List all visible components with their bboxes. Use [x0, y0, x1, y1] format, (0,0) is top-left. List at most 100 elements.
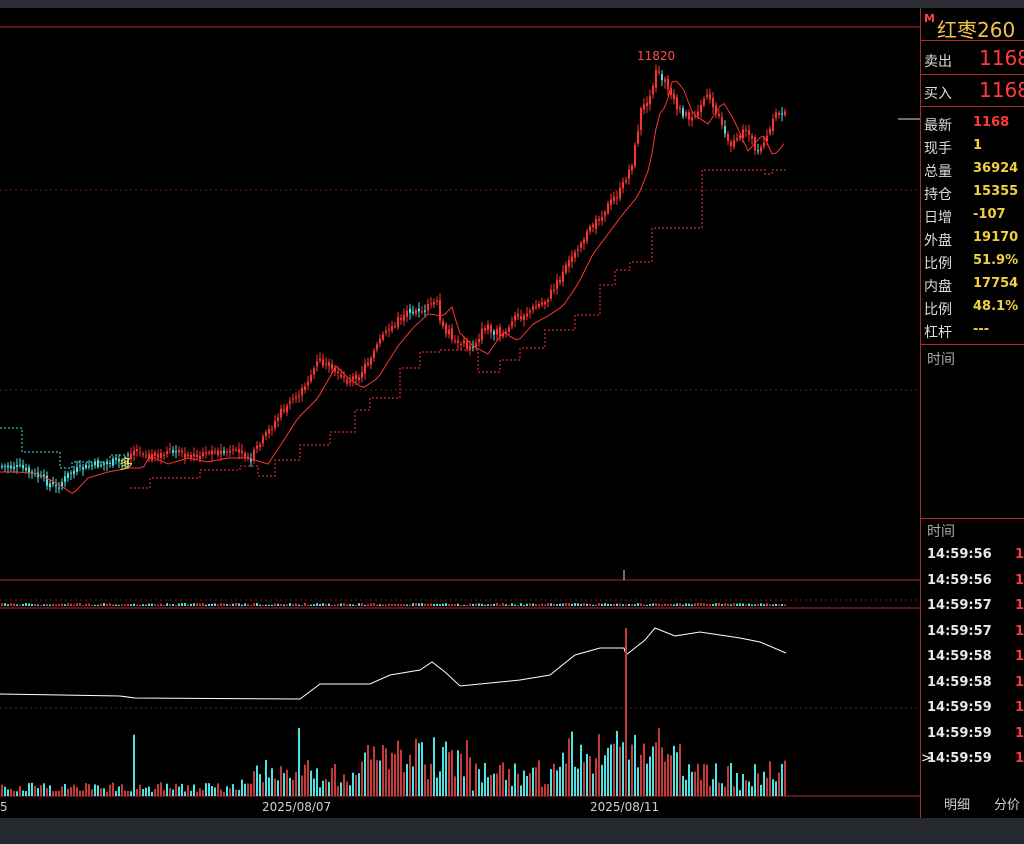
mini-volume-bar: [712, 604, 714, 606]
candle: [115, 457, 117, 460]
candle: [289, 401, 291, 404]
volume-bar: [220, 789, 222, 796]
tick-row[interactable]: 14:59:59 1: [921, 722, 1024, 747]
candle: [616, 197, 618, 199]
mini-volume-bar: [676, 603, 678, 606]
volume-bar: [508, 768, 510, 796]
mini-volume-bar: [379, 604, 381, 606]
mini-volume-bar: [187, 604, 189, 606]
tab-price-distribution[interactable]: 分价: [994, 798, 1021, 813]
mini-volume-bar: [472, 603, 474, 606]
mini-volume-bar: [598, 603, 600, 606]
tick-volume: 1: [1015, 674, 1024, 690]
volume-bar: [13, 790, 15, 796]
mini-volume-bar: [394, 603, 396, 606]
candle: [436, 300, 438, 302]
buy-row: 买入 1168: [921, 78, 1024, 103]
mini-volume-bar: [547, 603, 549, 606]
mini-volume-bar: [415, 603, 417, 606]
volume-bar: [181, 783, 183, 796]
mini-volume-bar: [85, 604, 87, 606]
mini-volume-bar: [355, 604, 357, 606]
volume-bar: [211, 786, 213, 796]
candle: [145, 455, 147, 457]
tick-volume: 1: [1015, 598, 1024, 613]
tick-row[interactable]: 14:59:59 1: [921, 696, 1024, 721]
tick-time: 14:59:59: [927, 725, 992, 741]
candle: [703, 98, 705, 105]
quote-value: ---: [973, 322, 990, 337]
candle: [319, 358, 321, 361]
mini-volume-bar: [319, 603, 321, 606]
mini-volume-bar: [70, 603, 72, 606]
volume-bar: [373, 746, 375, 796]
mini-volume-bar: [211, 603, 213, 606]
candle: [202, 452, 204, 457]
volume-bar: [166, 783, 168, 796]
tick-row[interactable]: 14:59:58 1: [921, 645, 1024, 670]
volume-bar: [310, 770, 312, 796]
volume-bar: [397, 740, 399, 796]
volume-bar: [139, 784, 141, 796]
mini-volume-bar: [34, 603, 36, 606]
volume-bar: [418, 743, 420, 796]
mini-volume-bar: [286, 604, 288, 606]
candle: [322, 359, 324, 366]
volume-bar: [697, 763, 699, 796]
candle: [586, 231, 588, 242]
volume-bar: [112, 782, 114, 796]
volume-bar: [427, 779, 429, 796]
kline-chart[interactable]: 11820 多: [0, 8, 920, 818]
candle: [82, 466, 84, 470]
tab-detail[interactable]: 明细: [944, 798, 971, 813]
tick-volume: 1: [1015, 751, 1024, 766]
volume-bar: [718, 782, 720, 796]
tick-row[interactable]: 14:59:57 1: [921, 620, 1024, 645]
volume-bar: [676, 752, 678, 796]
mini-volume-bar: [205, 604, 207, 606]
candle: [646, 102, 648, 107]
mini-volume-bar: [352, 604, 354, 606]
volume-bar: [649, 756, 651, 796]
tick-row[interactable]: 14:59:58 1: [921, 671, 1024, 696]
volume-bar: [322, 780, 324, 796]
tick-row[interactable]: 14:59:56 1: [921, 569, 1024, 594]
mini-volume-bar: [685, 603, 687, 606]
mini-volume-bar: [31, 603, 33, 606]
volume-bar: [232, 784, 234, 796]
quote-row: 外盘 19170: [921, 227, 1024, 250]
candle: [571, 256, 573, 262]
tick-row[interactable]: 14:59:57 1: [921, 594, 1024, 619]
candle: [751, 135, 753, 139]
volume-bar: [10, 788, 12, 796]
candle: [448, 329, 450, 335]
mini-volume-bar: [79, 603, 81, 606]
candle: [739, 135, 741, 139]
volume-bar: [778, 772, 780, 796]
tick-row[interactable]: 14:59:56 1: [921, 543, 1024, 568]
candle: [538, 304, 540, 307]
candle: [490, 325, 492, 333]
volume-bar: [136, 789, 138, 796]
candle: [379, 338, 381, 344]
tick-list-header: 时间: [927, 524, 955, 540]
candle: [610, 199, 612, 205]
candle: [445, 324, 447, 334]
quote-label: 比例: [924, 302, 952, 318]
volume-bar: [172, 789, 174, 796]
candle: [220, 450, 222, 455]
candle: [760, 147, 762, 152]
tick-row[interactable]: >14:59:59 1: [921, 747, 1024, 772]
volume-bar: [613, 743, 615, 796]
volume-bar: [706, 764, 708, 796]
volume-bar: [634, 734, 636, 796]
candle: [562, 271, 564, 282]
candle: [334, 367, 336, 372]
volume-bar: [424, 764, 426, 796]
mini-volume-bar: [640, 603, 642, 606]
candle: [406, 310, 408, 317]
mini-volume-bar: [760, 603, 762, 606]
mini-volume-bar: [367, 604, 369, 606]
candle: [388, 329, 390, 331]
candle: [595, 218, 597, 229]
